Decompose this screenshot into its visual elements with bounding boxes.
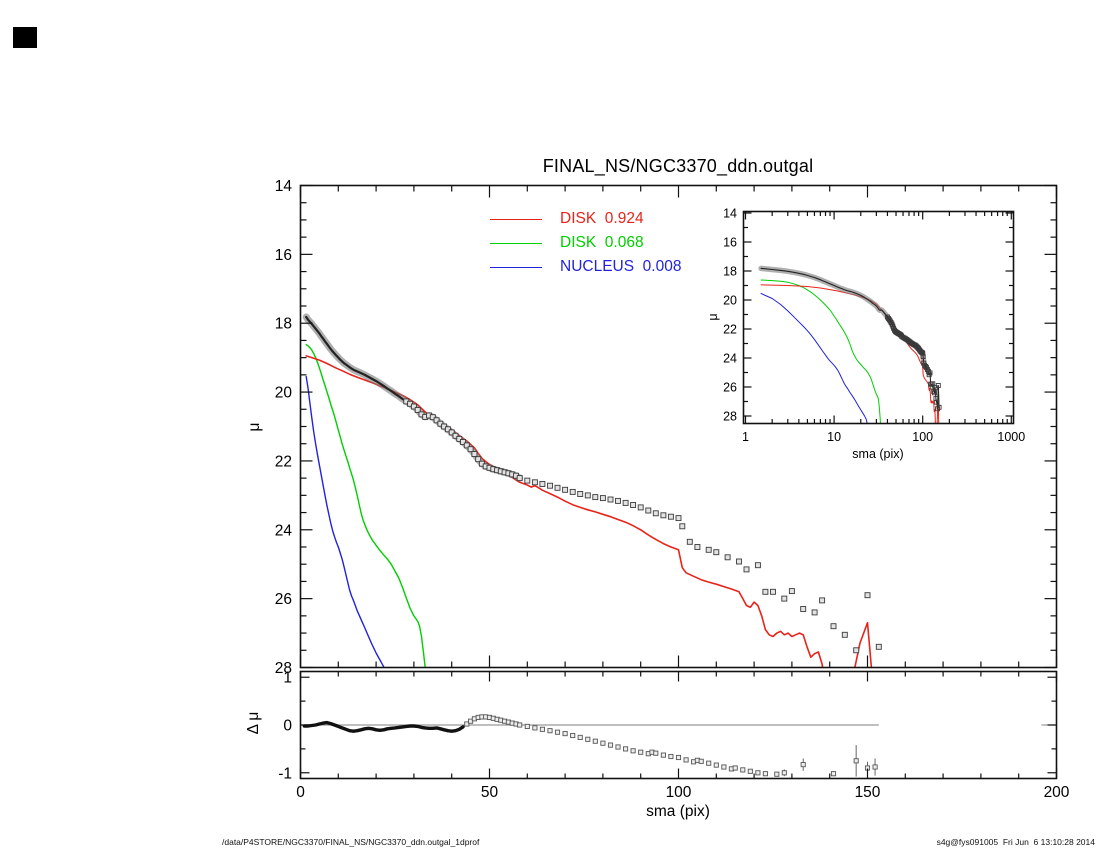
legend-label: NUCLEUS 0.008 [560,258,682,275]
inset-panel-series [758,265,942,424]
inset-panel-axes: 1 10 100 1000 14 16 18 20 22 24 26 28 [723,207,1025,445]
svg-text:150: 150 [855,784,881,801]
legend-item-disk-main: DISK 0.924 [490,207,681,231]
svg-text:24: 24 [723,352,737,366]
svg-text:50: 50 [481,784,499,801]
svg-text:26: 26 [275,591,292,608]
green-line-swatch-icon [490,242,542,244]
svg-text:28: 28 [723,410,737,424]
svg-text:20: 20 [275,385,293,402]
svg-text:14: 14 [275,178,293,195]
svg-text:16: 16 [275,247,292,264]
residual-y-axis-label: Δ μ [245,711,262,735]
main-panel-axes: 14 16 18 20 22 24 26 28 [275,178,1058,677]
legend-item-disk-outer: DISK 0.068 [490,231,681,255]
legend-label: DISK 0.924 [560,210,644,227]
svg-text:-1: -1 [278,765,292,782]
svg-text:1000: 1000 [997,430,1025,444]
svg-text:22: 22 [723,323,737,337]
svg-text:100: 100 [912,430,933,444]
legend-label: DISK 0.068 [560,234,644,251]
svg-text:200: 200 [1044,784,1070,801]
main-panel-series [302,313,882,668]
red-line-swatch-icon [490,218,542,220]
svg-text:20: 20 [723,294,737,308]
svg-text:22: 22 [275,453,292,470]
svg-text:16: 16 [723,236,737,250]
legend: DISK 0.924 DISK 0.068 NUCLEUS 0.008 [490,207,681,279]
figure-title: FINAL_NS/NGC3370_ddn.outgal [542,156,814,176]
svg-text:0: 0 [283,718,292,735]
main-y-axis-label: μ [246,422,263,432]
residual-panel-series [300,714,1057,777]
legend-item-nucleus: NUCLEUS 0.008 [490,255,681,279]
svg-text:1: 1 [283,670,292,687]
inset-x-axis-label: sma (pix) [852,447,904,461]
svg-text:1: 1 [742,430,749,444]
inset-y-axis-label: μ [706,313,720,321]
svg-text:18: 18 [723,265,737,279]
svg-text:0: 0 [296,784,305,801]
svg-text:100: 100 [666,784,692,801]
blue-line-swatch-icon [490,266,542,268]
page-corner-marker [13,27,37,48]
svg-text:26: 26 [723,381,737,395]
svg-text:18: 18 [275,316,292,333]
svg-text:10: 10 [827,430,841,444]
footer-file-path: /data/P4STORE/NGC3370/FINAL_NS/NGC3370_d… [222,837,480,847]
svg-text:24: 24 [275,522,293,539]
svg-text:14: 14 [723,207,737,221]
footer-user-timestamp: s4g@fys091005 Fri Jun 6 13:10:28 2014 [936,837,1095,847]
residual-panel-axes: 0 50 100 150 200-101 [278,670,1070,801]
svg-text:28: 28 [275,660,292,677]
x-axis-label: sma (pix) [646,803,710,820]
